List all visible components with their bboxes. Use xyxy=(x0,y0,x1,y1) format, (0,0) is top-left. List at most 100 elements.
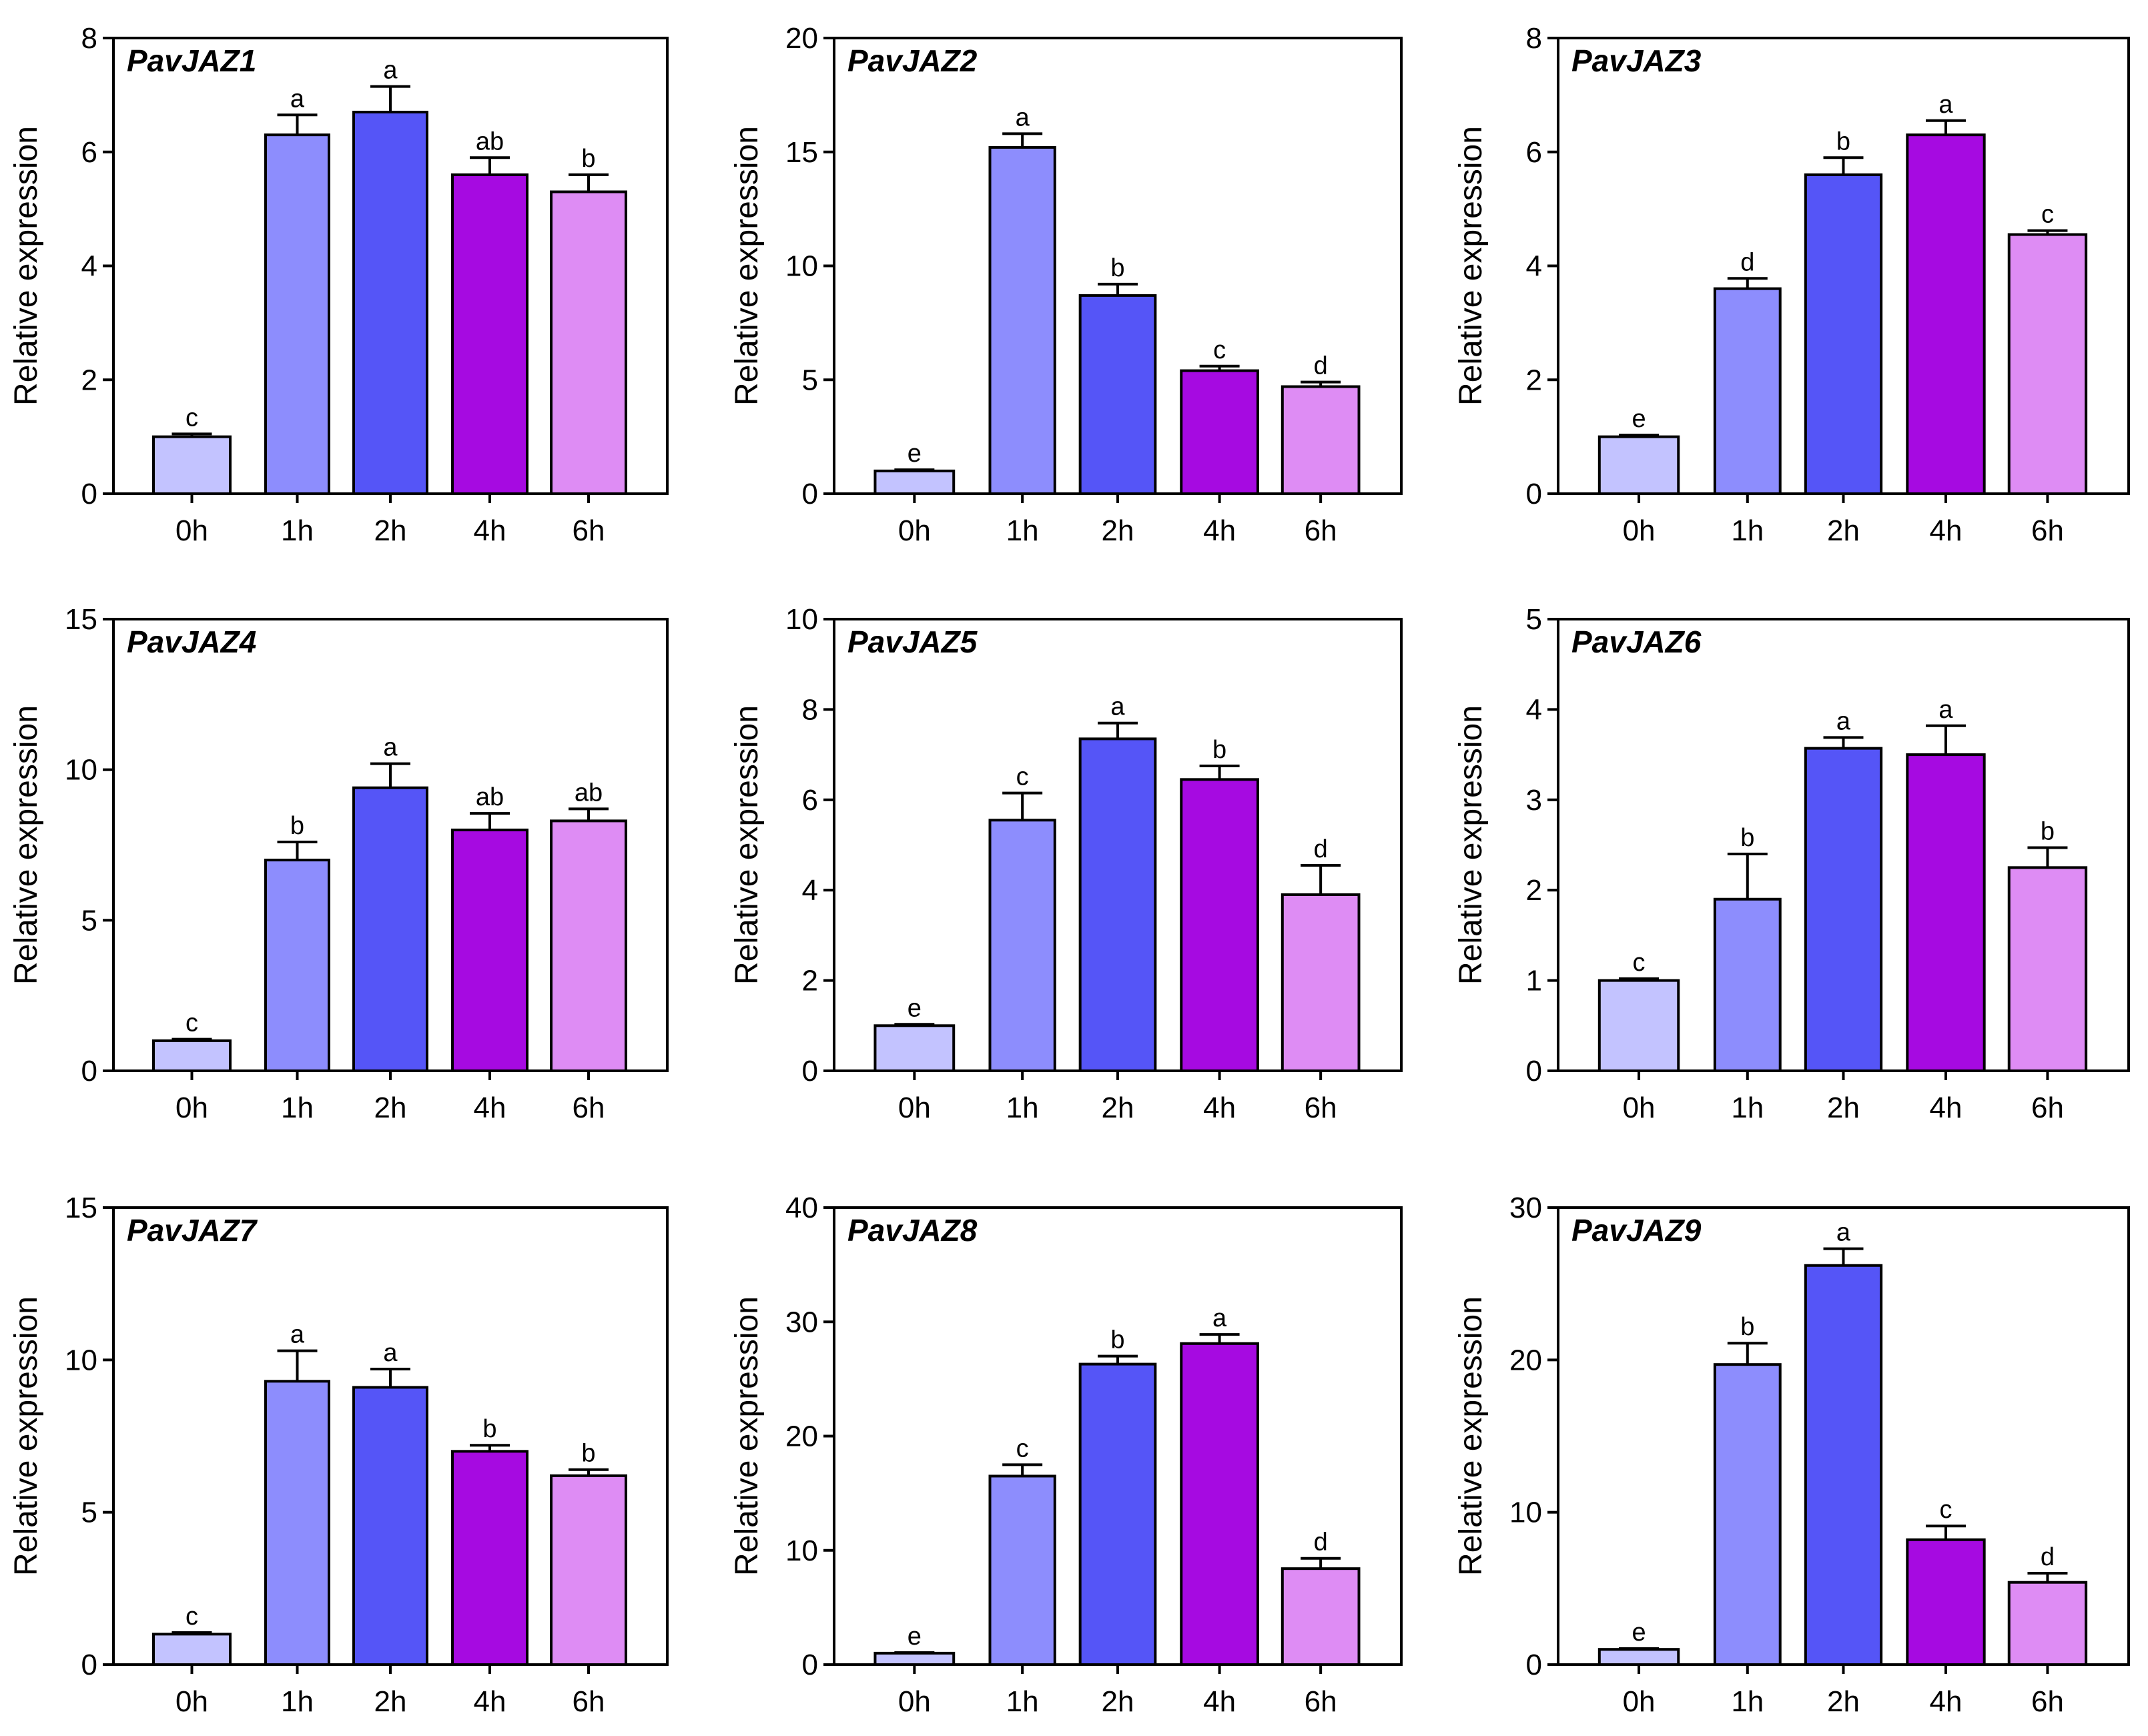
y-tick-label: 30 xyxy=(785,1306,818,1338)
bar-6h xyxy=(1281,893,1361,1072)
y-tick-label: 0 xyxy=(81,1649,97,1681)
y-tick-label: 4 xyxy=(1526,250,1542,283)
y-tick-label: 8 xyxy=(802,693,818,726)
significance-label: a xyxy=(1836,1219,1851,1247)
y-tick-label: 1 xyxy=(1526,965,1542,997)
y-tick-label: 6 xyxy=(81,136,97,169)
x-tick-label: 6h xyxy=(573,1685,605,1718)
significance-label: b xyxy=(581,145,595,173)
significance-label: b xyxy=(1110,1326,1124,1354)
y-axis-label: Relative expression xyxy=(729,126,765,406)
chart-panel-1: 0 2 4 6 8 Relative expression PavJAZ1 c 0h a 1h a 2h… xyxy=(9,22,669,547)
significance-label: a xyxy=(383,1339,398,1367)
panel-title: PavJAZ2 xyxy=(847,43,978,78)
y-tick-label: 20 xyxy=(785,22,818,55)
x-tick-label: 2h xyxy=(374,514,407,547)
chart-panel-7: 0 5 10 15 Relative expression PavJAZ7 c 0h a 1h a 2… xyxy=(9,1192,669,1718)
x-tick-label: 6h xyxy=(2031,514,2064,547)
x-tick-label: 6h xyxy=(2031,1092,2064,1124)
x-tick-label: 2h xyxy=(374,1092,407,1124)
chart-panel-8: 0 10 20 30 40 Relative expression PavJAZ8 e 0h c 1… xyxy=(729,1192,1403,1718)
y-tick-label: 40 xyxy=(785,1192,818,1224)
panel-title: PavJAZ1 xyxy=(127,43,256,78)
significance-label: e xyxy=(1632,1619,1646,1647)
significance-label: b xyxy=(2041,818,2055,846)
y-axis-label: Relative expression xyxy=(729,1296,765,1576)
chart-panel-3: 0 2 4 6 8 Relative expression PavJAZ3 e 0h d 1h b 2h… xyxy=(1453,22,2130,547)
x-tick-label: 1h xyxy=(281,1092,314,1124)
significance-label: c xyxy=(186,1009,198,1037)
y-tick-label: 0 xyxy=(81,478,97,510)
bar-4h xyxy=(1180,1342,1259,1666)
significance-label: ab xyxy=(476,127,504,155)
x-tick-label: 0h xyxy=(1623,514,1656,547)
y-tick-label: 2 xyxy=(81,364,97,396)
x-tick-label: 4h xyxy=(474,1092,506,1124)
y-tick-label: 5 xyxy=(81,1496,97,1529)
significance-label: b xyxy=(1740,1313,1754,1341)
bar-1h xyxy=(988,819,1056,1072)
bar-2h xyxy=(352,786,428,1073)
y-axis-label: Relative expression xyxy=(1453,1296,1489,1576)
bar-2h xyxy=(352,110,428,496)
x-tick-label: 6h xyxy=(1305,514,1337,547)
chart-panel-4: 0 5 10 15 Relative expression PavJAZ4 c 0h b 1h a 2… xyxy=(9,603,669,1124)
y-tick-label: 5 xyxy=(81,904,97,937)
y-tick-label: 10 xyxy=(65,754,97,787)
x-tick-label: 0h xyxy=(175,1092,208,1124)
y-tick-label: 0 xyxy=(81,1055,97,1088)
significance-label: c xyxy=(2041,201,2054,229)
significance-label: c xyxy=(1939,1496,1952,1524)
significance-label: b xyxy=(482,1415,496,1443)
bar-6h xyxy=(2007,1581,2088,1666)
bar-2h xyxy=(1078,294,1157,495)
significance-label: e xyxy=(908,440,922,468)
bar-1h xyxy=(264,133,330,495)
y-tick-label: 0 xyxy=(802,1649,818,1681)
y-tick-label: 20 xyxy=(1509,1344,1542,1376)
significance-label: b xyxy=(1740,824,1754,852)
x-tick-label: 1h xyxy=(1006,1685,1039,1718)
bar-0h xyxy=(152,1633,232,1666)
bar-4h xyxy=(1906,753,1986,1072)
bar-4h xyxy=(1180,369,1259,496)
x-tick-label: 2h xyxy=(1102,1092,1134,1124)
significance-label: c xyxy=(1213,336,1226,364)
bar-4h xyxy=(1180,778,1259,1072)
bar-2h xyxy=(1078,737,1157,1073)
bar-0h xyxy=(873,1024,956,1073)
bar-6h xyxy=(550,819,627,1072)
significance-label: a xyxy=(1110,693,1125,721)
y-tick-label: 0 xyxy=(1526,1649,1542,1681)
x-tick-label: 0h xyxy=(1623,1092,1656,1124)
significance-label: ab xyxy=(476,783,504,811)
bar-0h xyxy=(1597,979,1680,1072)
x-tick-label: 6h xyxy=(1305,1092,1337,1124)
bar-6h xyxy=(550,1474,627,1667)
y-tick-label: 0 xyxy=(1526,1055,1542,1088)
x-tick-label: 4h xyxy=(474,1685,506,1718)
bar-2h xyxy=(1078,1362,1157,1667)
x-tick-label: 4h xyxy=(1930,514,1962,547)
significance-label: a xyxy=(290,1321,305,1349)
y-tick-label: 30 xyxy=(1509,1192,1542,1224)
x-tick-label: 1h xyxy=(281,514,314,547)
bar-2h xyxy=(1804,1264,1883,1667)
y-axis-label: Relative expression xyxy=(9,1296,44,1576)
y-tick-label: 2 xyxy=(1526,364,1542,396)
x-tick-label: 0h xyxy=(175,514,208,547)
bar-4h xyxy=(1906,133,1986,495)
chart-panel-6: 0 1 2 3 4 5 Relative expression PavJAZ6 c 0h b 1h a 2… xyxy=(1453,603,2130,1124)
significance-label: a xyxy=(1938,91,1953,119)
significance-label: c xyxy=(186,1603,198,1631)
y-tick-label: 2 xyxy=(1526,874,1542,907)
x-tick-label: 0h xyxy=(898,514,931,547)
x-tick-label: 1h xyxy=(1006,514,1039,547)
significance-label: c xyxy=(1016,763,1029,791)
panel-title: PavJAZ7 xyxy=(127,1213,258,1248)
y-tick-label: 8 xyxy=(81,22,97,55)
y-tick-label: 0 xyxy=(1526,478,1542,510)
x-tick-label: 2h xyxy=(1827,1685,1860,1718)
x-tick-label: 6h xyxy=(573,1092,605,1124)
bar-4h xyxy=(451,1450,528,1666)
